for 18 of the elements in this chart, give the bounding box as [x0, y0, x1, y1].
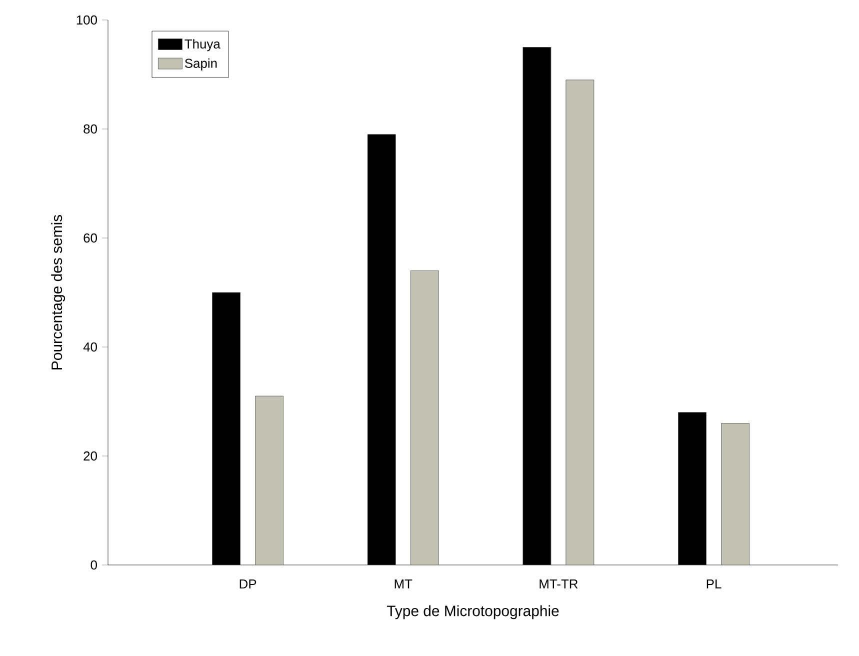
- bar: [721, 423, 750, 565]
- y-tick-label: 100: [76, 15, 97, 25]
- x-tick-label: MT: [394, 580, 412, 588]
- x-tick-label: DP: [240, 580, 256, 588]
- y-axis-title: Pourcentage des semis: [51, 214, 66, 370]
- x-axis-title: Type de Microtopographie: [386, 605, 559, 620]
- bar: [566, 80, 594, 565]
- bar: [410, 270, 439, 565]
- legend-label: Sapin: [184, 58, 217, 70]
- x-tick-label: MT-TR: [540, 580, 578, 588]
- y-tick-label: 0: [90, 560, 97, 570]
- y-tick-label: 20: [84, 451, 97, 461]
- y-tick-label: 80: [84, 124, 97, 134]
- y-tick-label: 40: [83, 342, 97, 352]
- x-tick-label: PL: [706, 580, 722, 588]
- legend-label: Thuya: [184, 39, 220, 52]
- y-tick-label: 60: [84, 233, 97, 243]
- bar: [255, 396, 284, 565]
